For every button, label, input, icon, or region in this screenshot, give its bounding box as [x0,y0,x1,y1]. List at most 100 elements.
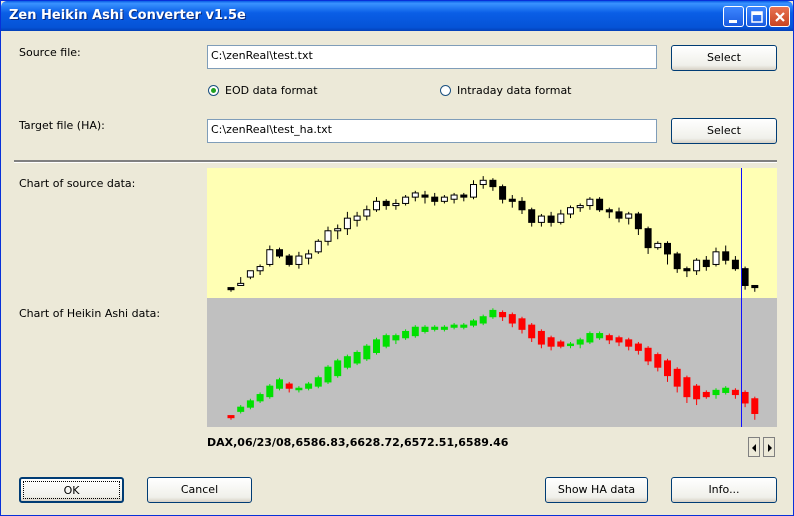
intraday-format-radio[interactable] [440,85,451,96]
close-icon [775,12,785,22]
candle-body [731,389,739,396]
candle-body [285,383,293,389]
candle-body [440,196,448,202]
candle-body [285,255,293,265]
candle-body [508,314,516,324]
candle-body [683,268,691,272]
candle-body [450,194,458,200]
candle-body [334,360,342,377]
radio-selected-dot [211,88,216,93]
eod-format-radio[interactable] [208,85,219,96]
candle-body [673,253,681,270]
candle-body [305,253,313,259]
minimize-button[interactable] [723,6,744,27]
show-ha-data-button[interactable]: Show HA data [545,477,648,503]
candle-body [314,240,322,253]
candle-body [431,196,439,202]
candle-body [576,205,584,209]
candle-body [470,320,477,326]
ok-button[interactable]: OK [19,477,124,503]
candle-body [353,215,361,221]
candle-body [402,196,410,204]
scroll-left-button[interactable] [748,437,760,457]
candle-body [421,326,429,332]
scroll-right-button[interactable] [763,437,775,457]
candle-body [547,337,555,347]
candle-body [615,337,623,343]
candle-body [373,200,380,211]
candle-body [489,309,497,318]
source-chart-canvas [207,168,777,298]
candle-body [440,326,448,330]
candle-body [712,389,720,396]
source-select-button[interactable]: Select [671,45,777,71]
candle-body [227,287,235,291]
candle-body [237,282,245,286]
candle-body [295,387,303,391]
candle-body [324,230,332,242]
candle-body [741,391,749,404]
candle-body [343,356,351,368]
candle-body [479,316,487,324]
candle-body [256,266,264,272]
close-button[interactable] [769,6,790,27]
cancel-button[interactable]: Cancel [147,477,252,503]
candle-body [382,335,390,347]
candle-body [664,242,671,255]
candle-body [693,385,701,400]
candle-body [741,268,749,286]
source-chart[interactable] [207,168,777,298]
candle-body [634,213,642,230]
candle-body [334,228,342,232]
candle-body [421,194,429,198]
maximize-button[interactable] [746,6,767,27]
candle-body [712,251,720,265]
candle-body [363,209,371,217]
candle-body [402,330,410,339]
target-file-input[interactable]: C:\zenReal\test_ha.txt [207,119,657,143]
candle-body [450,324,458,328]
candle-body [266,385,274,398]
eod-format-label[interactable]: EOD data format [225,84,318,97]
candle-body [499,312,507,318]
candle-body [460,194,468,198]
candle-body [411,326,419,337]
candle-body [411,192,419,198]
candle-body [256,394,264,402]
candle-body [246,400,254,408]
candle-body [431,326,439,330]
candle-body [605,335,613,341]
arrow-left-icon [752,444,756,452]
candle-body [731,259,739,270]
candle-body [528,324,536,339]
candle-body [518,200,526,211]
candle-body [596,333,604,339]
source-file-input[interactable]: C:\zenReal\test.txt [207,45,657,69]
ha-chart-canvas [207,298,777,427]
candle-body [586,333,594,343]
window-title: Zen Heikin Ashi Converter v1.5e [9,8,246,23]
source-chart-label: Chart of source data: [19,177,136,190]
candle-body [363,345,371,360]
candle-body [702,259,710,268]
info-button[interactable]: Info... [671,477,777,503]
candle-body [664,360,671,377]
candle-body [508,198,516,202]
candle-body [373,339,380,353]
candle-body [557,341,565,347]
candle-body [324,366,332,383]
ha-chart-label: Chart of Heikin Ashi data: [19,307,161,320]
arrow-right-icon [768,444,772,452]
candle-body [673,368,681,387]
intraday-format-label[interactable]: Intraday data format [457,84,572,97]
candle-body [314,377,322,387]
candle-body [518,318,526,330]
candle-body [470,184,477,198]
candle-body [479,179,487,186]
ha-chart[interactable] [207,298,777,427]
candle-body [625,213,633,219]
target-select-button[interactable]: Select [671,118,777,144]
candle-body [246,270,254,278]
title-bar[interactable]: Zen Heikin Ashi Converter v1.5e [1,1,793,31]
